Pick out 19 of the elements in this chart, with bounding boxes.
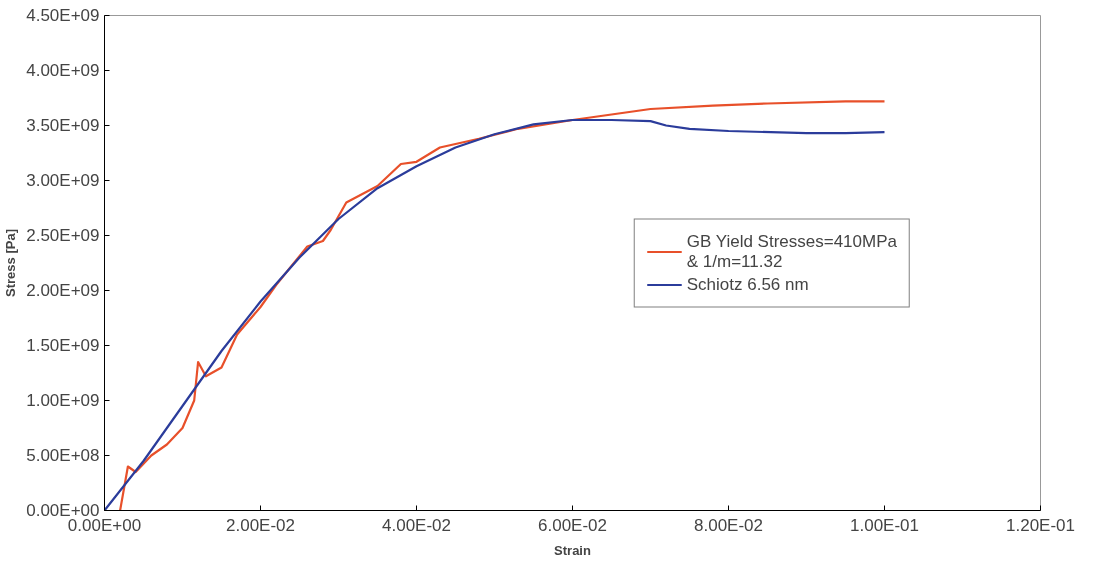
x-tick-label: 6.00E-02 bbox=[538, 515, 607, 535]
y-tick-label: 3.50E+09 bbox=[26, 116, 100, 135]
x-tick-label: 8.00E-02 bbox=[694, 515, 763, 535]
y-tick-label: 5.00E+08 bbox=[26, 446, 100, 465]
y-tick-label: 2.00E+09 bbox=[26, 281, 100, 300]
legend-label: GB Yield Stresses=410MPa & 1/m=11.32 bbox=[686, 231, 897, 271]
x-axis-title: Strain bbox=[554, 542, 591, 558]
y-tick-label: 4.00E+09 bbox=[26, 61, 100, 80]
x-tick-label: 1.00E-01 bbox=[850, 515, 919, 535]
x-tick-label: 2.00E-02 bbox=[226, 515, 295, 535]
x-tick-label: 4.00E-02 bbox=[382, 515, 451, 535]
y-tick-label: 4.50E+09 bbox=[26, 6, 100, 25]
y-axis-title: Stress [Pa] bbox=[3, 229, 19, 297]
y-tick-label: 1.00E+09 bbox=[26, 391, 100, 410]
y-tick-label: 3.00E+09 bbox=[26, 171, 100, 190]
y-tick-label: 1.50E+09 bbox=[26, 336, 100, 355]
y-tick-label: 2.50E+09 bbox=[26, 226, 100, 245]
legend-label: Schiotz 6.56 nm bbox=[686, 274, 809, 294]
x-tick-label: 1.20E-01 bbox=[1006, 515, 1075, 535]
